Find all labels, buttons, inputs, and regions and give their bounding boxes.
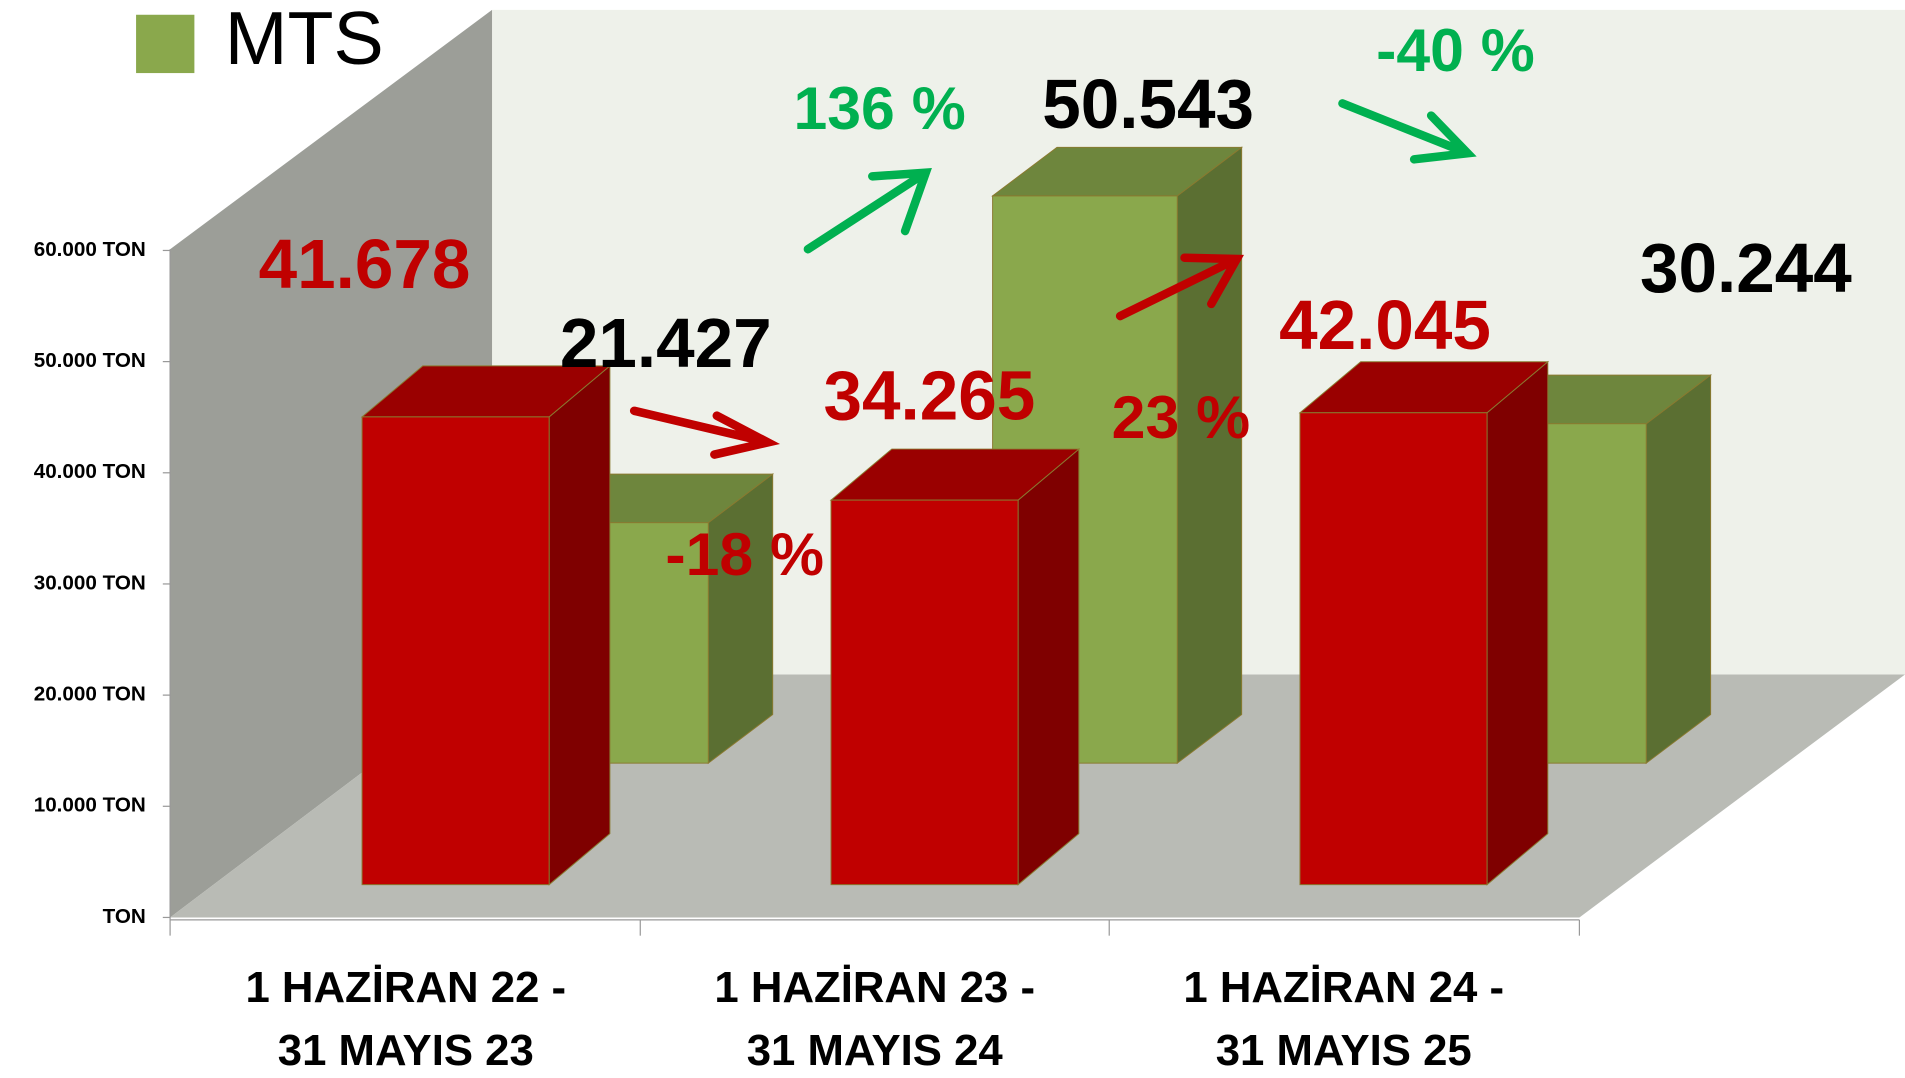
y-tick-label: 20.000 TON [34,683,146,706]
x-tick-label: 1 HAZİRAN 24 - [1183,963,1504,1012]
value-label: 42.045 [1279,286,1491,364]
bar [361,416,550,886]
bar [1299,412,1488,886]
value-label: 30.244 [1640,229,1852,307]
y-tick-label: TON [103,905,146,928]
value-label: 21.427 [560,304,772,382]
annotation: 23 % [1112,383,1250,451]
x-tick-label: 1 HAZİRAN 23 - [714,963,1035,1012]
value-label: 34.265 [824,356,1036,434]
bar-side [1017,448,1080,886]
bar-side [1645,374,1712,765]
series-red [360,360,1550,886]
arrows [629,99,1477,459]
arrow [629,406,781,459]
x-ticks [639,919,1581,936]
arrow [1338,99,1477,164]
annotation: 136 % [793,74,965,142]
bar-side [548,364,611,886]
bar-side [707,473,774,765]
value-label: 41.678 [259,225,471,303]
bar-side [1486,360,1549,886]
x-tick-label: 31 MAYIS 25 [1216,1026,1472,1075]
x-tick-label: 31 MAYIS 24 [747,1026,1004,1075]
y-tick-label: 50.000 TON [34,349,146,372]
x-tick-label: 1 HAZİRAN 22 - [245,963,566,1012]
annotation: -40 % [1376,16,1535,84]
value-label: 50.543 [1042,65,1254,143]
arrow [1115,253,1245,321]
annotation: -18 % [665,520,824,588]
y-tick-label: 40.000 TON [34,460,146,483]
x-tick-label: 31 MAYIS 23 [278,1026,534,1075]
y-tick-label: 30.000 TON [34,571,146,594]
legend-swatch [136,14,195,74]
bar-side [1176,146,1243,765]
y-tick-label: 60.000 TON [34,238,146,261]
bar [830,499,1019,886]
legend-label: MTS [225,0,384,80]
y-tick-label: 10.000 TON [34,794,146,817]
arrow [803,168,932,254]
